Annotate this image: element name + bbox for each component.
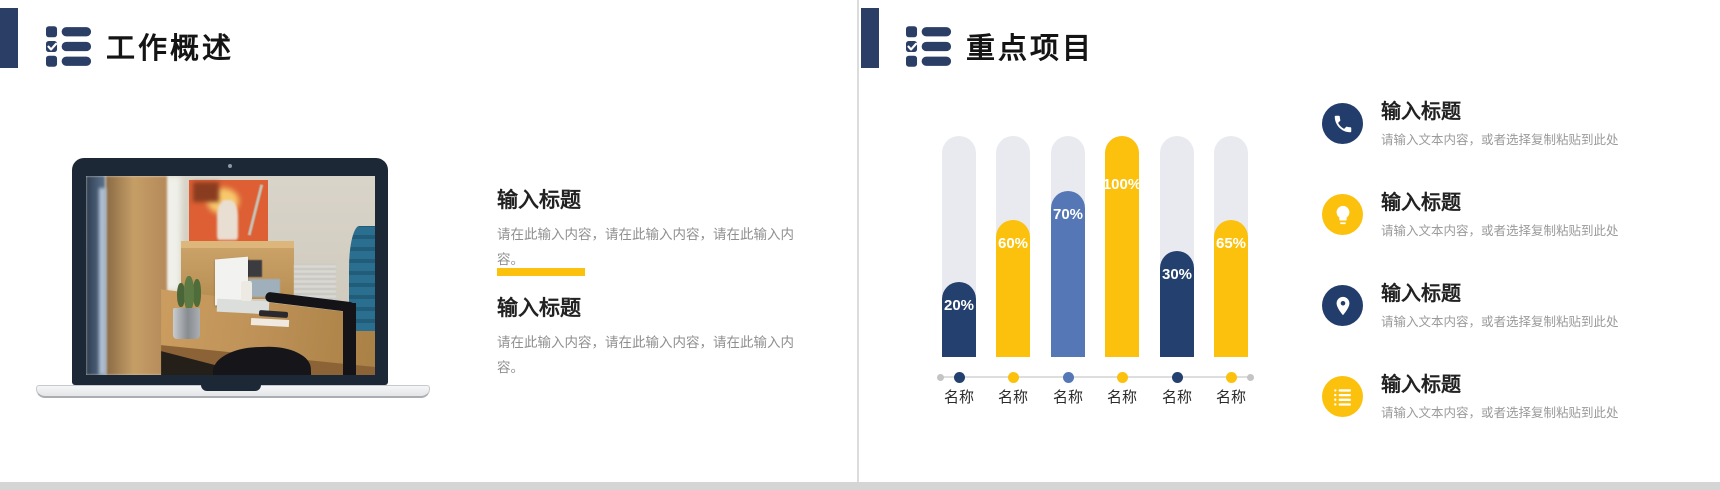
category-label: 名称 — [1106, 389, 1137, 406]
accent-bar — [0, 8, 18, 68]
axis-dot — [1225, 371, 1237, 383]
text-section-1: 输入标题 请在此输入内容，请在此输入内容，请在此输入内容。 — [497, 188, 807, 273]
list-icon — [1322, 376, 1363, 417]
bar-value-label: 70% — [1052, 206, 1084, 223]
checklist-icon — [46, 26, 92, 72]
bar-value-label: 20% — [943, 297, 975, 314]
slide-divider — [857, 0, 859, 482]
feature-desc: 请输入文本内容，或者选择复制粘贴到此处 — [1381, 133, 1619, 147]
bar-value-label: 30% — [1161, 266, 1193, 283]
laptop-notch — [201, 385, 261, 391]
lightbulb-icon — [1322, 194, 1363, 235]
section-title: 输入标题 — [497, 189, 581, 212]
axis-dot — [1171, 371, 1183, 383]
axis-dot — [1116, 371, 1128, 383]
bar-fill — [996, 220, 1030, 357]
axis-dot — [1007, 371, 1019, 383]
section-body: 请在此输入内容，请在此输入内容，请在此输入内容。 — [497, 227, 794, 267]
phone-icon — [1322, 103, 1363, 144]
yellow-divider — [497, 268, 585, 276]
laptop-base — [36, 385, 430, 398]
bar-value-label: 100% — [1102, 176, 1142, 193]
laptop-mockup — [72, 158, 388, 385]
bar-fill — [1160, 251, 1194, 357]
slide-title: 工作概述 — [106, 33, 235, 65]
category-label: 名称 — [997, 389, 1028, 406]
location-pin-icon — [1322, 285, 1363, 326]
feature-title: 输入标题 — [1381, 283, 1461, 305]
slide-key-projects[interactable]: 重点项目 20% 60% 70% 100% 30% 65% 名称 名称 名称 名称 名称 名称 输入… — [860, 0, 1720, 482]
chart-axis-line — [938, 376, 1252, 378]
feature-title: 输入标题 — [1381, 374, 1461, 396]
bar-fill — [942, 282, 976, 357]
axis-dot — [1246, 373, 1254, 381]
text-section-2: 输入标题 请在此输入内容，请在此输入内容，请在此输入内容。 — [497, 296, 807, 381]
axis-dot — [1062, 371, 1074, 383]
category-label: 名称 — [1215, 389, 1246, 406]
bar-fill — [1051, 191, 1085, 357]
category-label: 名称 — [1052, 389, 1083, 406]
slide-title: 重点项目 — [966, 33, 1095, 65]
accent-bar — [861, 8, 879, 68]
axis-dot — [953, 371, 965, 383]
feature-desc: 请输入文本内容，或者选择复制粘贴到此处 — [1381, 315, 1619, 329]
webcam-dot — [228, 164, 232, 168]
bar-fill — [1105, 136, 1139, 357]
feature-title: 输入标题 — [1381, 101, 1461, 123]
feature-desc: 请输入文本内容，或者选择复制粘贴到此处 — [1381, 224, 1619, 238]
bar-chart: 20% 60% 70% 100% 30% 65% — [942, 136, 1252, 357]
slide-header: 重点项目 — [906, 26, 1094, 72]
slide-work-overview[interactable]: 工作概述 — [0, 0, 857, 482]
section-body: 请在此输入内容，请在此输入内容，请在此输入内容。 — [497, 335, 794, 375]
feature-desc: 请输入文本内容，或者选择复制粘贴到此处 — [1381, 406, 1619, 420]
feature-title: 输入标题 — [1381, 192, 1461, 214]
category-label: 名称 — [1161, 389, 1192, 406]
footer-strip — [0, 482, 1720, 490]
slide-header: 工作概述 — [46, 26, 234, 72]
category-label: 名称 — [943, 389, 974, 406]
bar-value-label: 60% — [997, 235, 1029, 252]
office-photo — [86, 176, 375, 375]
section-title: 输入标题 — [497, 297, 581, 320]
axis-dot — [936, 373, 944, 381]
bar-fill — [1214, 220, 1248, 357]
checklist-icon — [906, 26, 952, 72]
bar-value-label: 65% — [1215, 235, 1247, 252]
